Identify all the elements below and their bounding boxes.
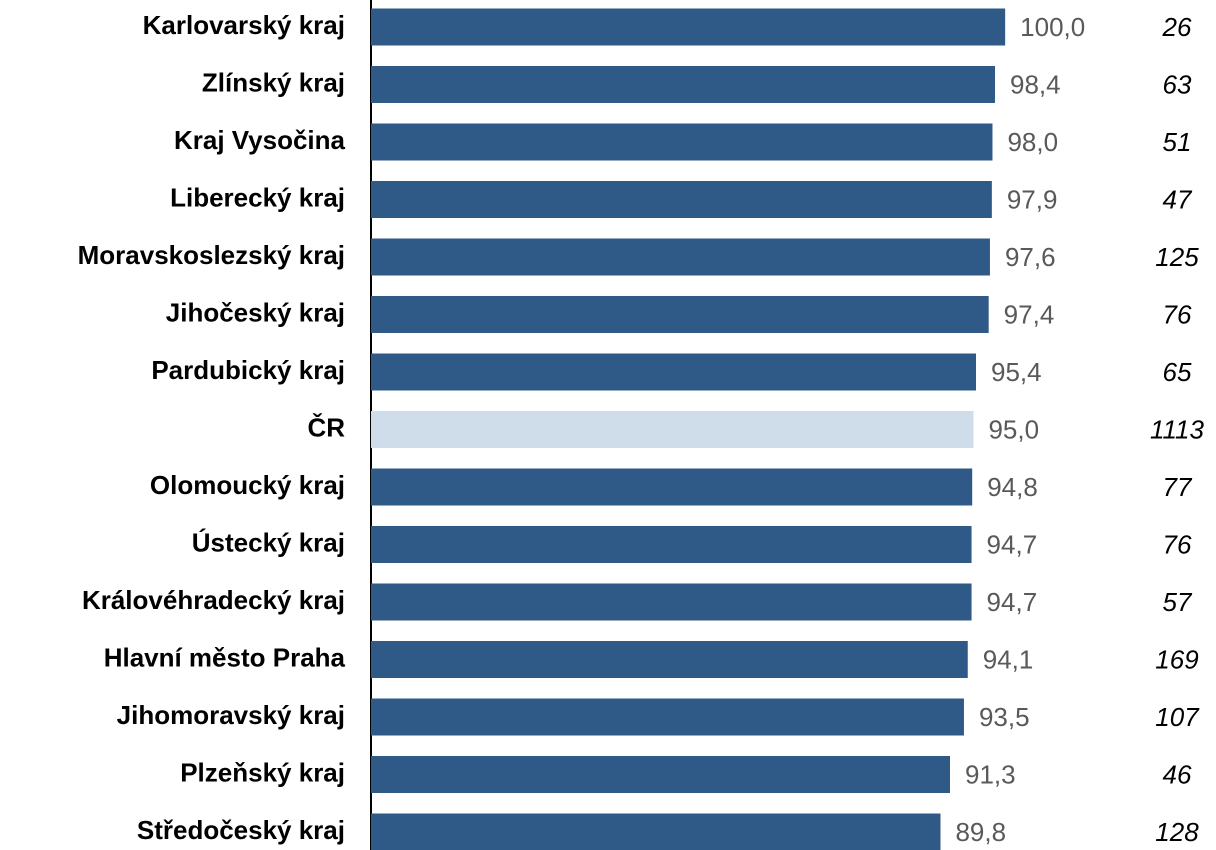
bar: [371, 468, 973, 506]
count-label: 51: [1163, 127, 1192, 157]
value-label: 94,8: [987, 472, 1038, 502]
value-label: 98,0: [1007, 127, 1058, 157]
category-label: Hlavní město Praha: [104, 642, 346, 672]
category-label: Moravskoslezský kraj: [78, 240, 345, 270]
count-label: 63: [1163, 69, 1192, 99]
value-label: 91,3: [965, 759, 1016, 789]
count-label: 47: [1163, 184, 1193, 214]
count-label: 65: [1163, 357, 1192, 387]
count-label: 57: [1163, 587, 1193, 617]
bar: [371, 756, 950, 793]
category-label: ČR: [307, 412, 345, 442]
bar: [371, 411, 974, 448]
count-label: 128: [1155, 817, 1199, 847]
count-label: 46: [1163, 759, 1192, 789]
category-label: Jihomoravský kraj: [117, 700, 345, 730]
bar: [371, 813, 941, 850]
count-label: 107: [1155, 702, 1200, 732]
category-label: Pardubický kraj: [151, 355, 345, 385]
bar: [371, 353, 976, 391]
count-label: 169: [1155, 644, 1198, 674]
bar: [371, 8, 1006, 46]
category-label: Kraj Vysočina: [174, 125, 346, 155]
value-label: 100,0: [1020, 12, 1085, 42]
value-label: 97,9: [1007, 184, 1058, 214]
category-label: Karlovarský kraj: [143, 10, 345, 40]
value-label: 89,8: [955, 817, 1006, 847]
count-label: 26: [1162, 12, 1192, 42]
bar: [371, 238, 990, 276]
bar: [371, 526, 972, 563]
category-label: Královéhradecký kraj: [82, 585, 345, 615]
value-label: 97,6: [1005, 242, 1056, 272]
value-label: 94,1: [983, 644, 1034, 674]
value-label: 98,4: [1010, 69, 1061, 99]
category-label: Zlínský kraj: [202, 67, 345, 97]
category-label: Jihočeský kraj: [166, 297, 345, 327]
count-label: 76: [1163, 529, 1192, 559]
value-label: 94,7: [987, 587, 1038, 617]
category-label: Liberecký kraj: [170, 182, 345, 212]
count-label: 76: [1163, 299, 1192, 329]
value-label: 93,5: [979, 702, 1030, 732]
count-label: 77: [1163, 472, 1193, 502]
value-label: 95,4: [991, 357, 1042, 387]
category-label: Plzeňský kraj: [180, 757, 345, 787]
bar: [371, 66, 996, 103]
value-label: 95,0: [988, 414, 1039, 444]
count-label: 1113: [1150, 414, 1205, 444]
value-label: 97,4: [1004, 299, 1055, 329]
category-label: Ústecký kraj: [192, 527, 345, 557]
bar: [371, 123, 993, 161]
bar: [371, 641, 968, 678]
bar: [371, 583, 972, 621]
category-label: Olomoucký kraj: [150, 470, 345, 500]
bar: [371, 296, 989, 333]
value-label: 94,7: [987, 529, 1038, 559]
bar: [371, 181, 992, 218]
count-label: 125: [1155, 242, 1199, 272]
category-label: Středočeský kraj: [137, 815, 345, 845]
bar: [371, 698, 964, 736]
